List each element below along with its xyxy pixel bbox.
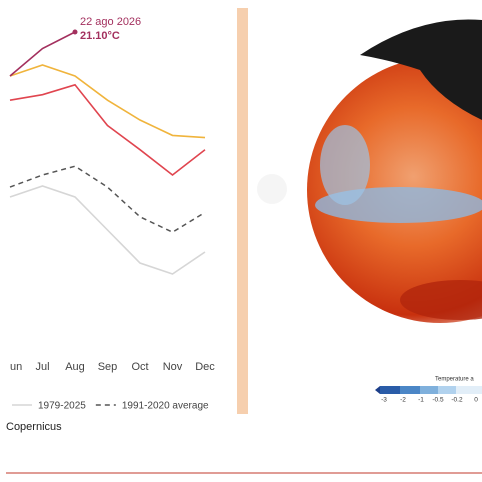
series-line (9, 31, 76, 77)
x-tick-label: Nov (163, 361, 183, 373)
annotation-value: 21.10°C (80, 30, 120, 42)
series-line (9, 64, 206, 139)
caption: Copernicus (6, 421, 62, 433)
globe (257, 19, 482, 323)
scale-tick-label: -1 (418, 397, 424, 404)
map-legend-title: Temperature a (435, 377, 474, 383)
legend-label: 1991-2020 average (122, 401, 209, 412)
x-tick-label: Aug (65, 361, 85, 373)
scale-tick-label: 0 (474, 397, 478, 404)
x-tick-label: Oct (131, 361, 148, 373)
annotation-point (72, 29, 78, 35)
series-line (9, 165, 206, 234)
series-line (9, 83, 206, 177)
scale-tick-label: -0.2 (451, 397, 463, 404)
x-tick-label: un (10, 361, 22, 373)
x-tick-label: Dec (195, 361, 215, 373)
annotation-date: 22 ago 2026 (80, 16, 141, 28)
series-line (9, 185, 206, 275)
x-tick-label: Jul (35, 361, 49, 373)
scale-tick-label: -2 (400, 397, 406, 404)
scale-tick-label: -3 (381, 397, 387, 404)
color-scale (375, 386, 482, 394)
legend-label: 1979-2025 (38, 401, 86, 412)
scale-tick-label: -0.5 (432, 397, 444, 404)
divider (237, 8, 248, 414)
x-tick-label: Sep (98, 361, 118, 373)
